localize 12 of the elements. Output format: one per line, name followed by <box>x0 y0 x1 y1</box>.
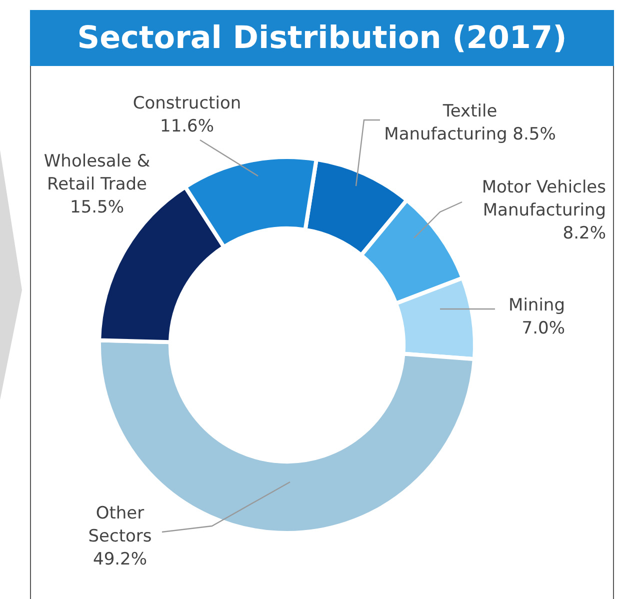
chart-title: Sectoral Distribution (2017) <box>30 10 614 66</box>
data-label: 11.6% <box>160 116 214 136</box>
data-label: 8.2% <box>562 223 606 244</box>
data-label: 7.0% <box>522 318 565 338</box>
data-label: 15.5% <box>70 197 124 218</box>
slice-label: Wholesale & Retail Trade <box>44 151 150 194</box>
slice-label: Mining <box>508 295 565 316</box>
slice-label: Other Sectors <box>88 503 152 546</box>
slice-label: Textile Manufacturing 8.5% <box>384 101 556 144</box>
data-label: 49.2% <box>92 549 148 570</box>
slice-label: Construction <box>132 93 242 114</box>
slice-label: Motor Vehicles Manufacturing <box>482 177 606 220</box>
